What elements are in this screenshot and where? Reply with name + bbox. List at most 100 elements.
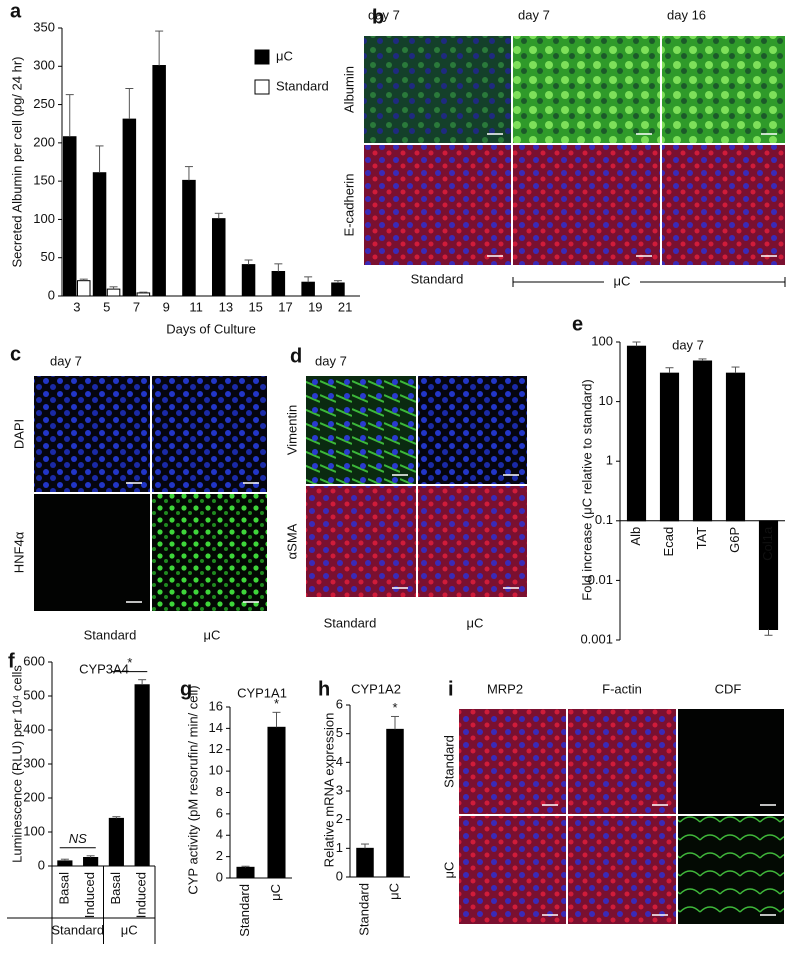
y-tick-label: 350 (33, 19, 55, 34)
error-bar (65, 94, 74, 137)
error-bar (274, 263, 283, 272)
panel-letter: e (572, 313, 583, 335)
bar (152, 65, 166, 297)
error-bar (361, 843, 369, 849)
chart-title: CYP3A4 (79, 661, 129, 676)
x-tick-label: Induced (82, 872, 97, 918)
y-tick-label: 400 (23, 721, 45, 736)
y-tick-label: 8 (216, 784, 223, 799)
x-tick-label: μC (268, 884, 283, 901)
footer-label: Standard (84, 627, 137, 642)
row-label: μC (441, 862, 456, 879)
footer-label: Standard (324, 615, 377, 630)
y-tick-label: 300 (23, 755, 45, 770)
row-label: Albumin (341, 66, 356, 113)
bar (62, 136, 77, 297)
bar (659, 372, 680, 522)
error-bar (632, 341, 641, 347)
error-bar (665, 367, 674, 374)
x-tick-label: μC (386, 883, 401, 900)
y-tick-label: 0 (336, 868, 343, 883)
micrograph (568, 709, 676, 814)
chart-title: CYP1A1 (237, 685, 287, 700)
error-bar (79, 278, 88, 281)
bar (122, 118, 137, 297)
bar (271, 270, 286, 297)
error-bar (764, 629, 773, 636)
x-tick-label: 17 (278, 299, 292, 314)
error-bar (244, 259, 253, 265)
x-tick-label: Standard (356, 883, 371, 936)
y-tick-label: 150 (33, 173, 55, 188)
micrograph (662, 36, 785, 143)
error-bar (155, 30, 164, 66)
column-label: day 16 (667, 7, 706, 22)
x-tick-label: Basal (56, 872, 71, 905)
bar (692, 360, 713, 522)
micrograph (152, 494, 267, 611)
micrograph (34, 494, 150, 611)
error-bar (304, 276, 313, 283)
annotation: * (392, 700, 397, 715)
error-bar (391, 715, 399, 730)
error-bar (698, 358, 707, 361)
y-tick-label: 100 (23, 823, 45, 838)
bar (76, 280, 91, 297)
annotation: * (127, 655, 133, 670)
footer-label: Standard (411, 271, 464, 286)
row-label: HNF4α (11, 531, 26, 573)
y-tick-label: 500 (23, 687, 45, 702)
micrograph (364, 36, 511, 143)
error-bar (731, 366, 740, 374)
micrograph (513, 145, 660, 265)
y-tick-label: 4 (216, 827, 223, 842)
y-tick-label: 1 (336, 840, 343, 855)
bar (241, 264, 256, 297)
y-tick-label: 2 (216, 848, 223, 863)
y-tick-label: 6 (336, 696, 343, 711)
bar (106, 288, 121, 297)
y-tick-label: 4 (336, 754, 343, 769)
y-tick-label: 0 (216, 869, 223, 884)
x-tick-label: Col1a (760, 526, 775, 561)
group-label: Standard (51, 922, 104, 937)
micrograph (459, 709, 566, 814)
panel-letter: a (10, 0, 22, 22)
error-bar (214, 212, 223, 219)
y-tick-label: 10 (209, 763, 223, 778)
y-tick-label: 250 (33, 96, 55, 111)
x-tick-label: 15 (248, 299, 262, 314)
x-tick-label: 3 (73, 299, 80, 314)
y-axis-label: Relative mRNA expression (321, 713, 336, 868)
error-bar (184, 166, 193, 181)
micrograph (152, 376, 267, 492)
error-bar (241, 865, 250, 868)
legend-label: μC (276, 48, 293, 63)
bar (211, 218, 226, 297)
y-axis-label: Luminescence (RLU) per 10⁴ cells (9, 665, 24, 863)
x-tick-label: TAT (694, 527, 709, 550)
error-bar (139, 291, 148, 293)
y-tick-label: 100 (591, 333, 613, 348)
micrograph (513, 36, 660, 143)
error-bar (86, 855, 95, 858)
micrograph (364, 145, 511, 265)
column-label: CDF (715, 681, 742, 696)
micrograph (418, 376, 527, 484)
micrograph (678, 709, 784, 814)
panel-letter: h (318, 678, 330, 700)
y-tick-label: 5 (336, 725, 343, 740)
error-bar (109, 286, 118, 290)
error-bar (60, 858, 69, 861)
y-tick-label: 600 (23, 653, 45, 668)
x-tick-label: 19 (308, 299, 322, 314)
y-axis-label: Fold increase (μC relative to standard) (579, 379, 594, 600)
x-tick-label: Standard (237, 884, 252, 937)
y-tick-label: 200 (23, 789, 45, 804)
x-tick-label: Induced (134, 872, 149, 918)
row-label: DAPI (11, 419, 26, 449)
micrograph (459, 816, 566, 924)
x-axis-label: Days of Culture (166, 321, 256, 336)
x-tick-label: Ecad (661, 527, 676, 557)
